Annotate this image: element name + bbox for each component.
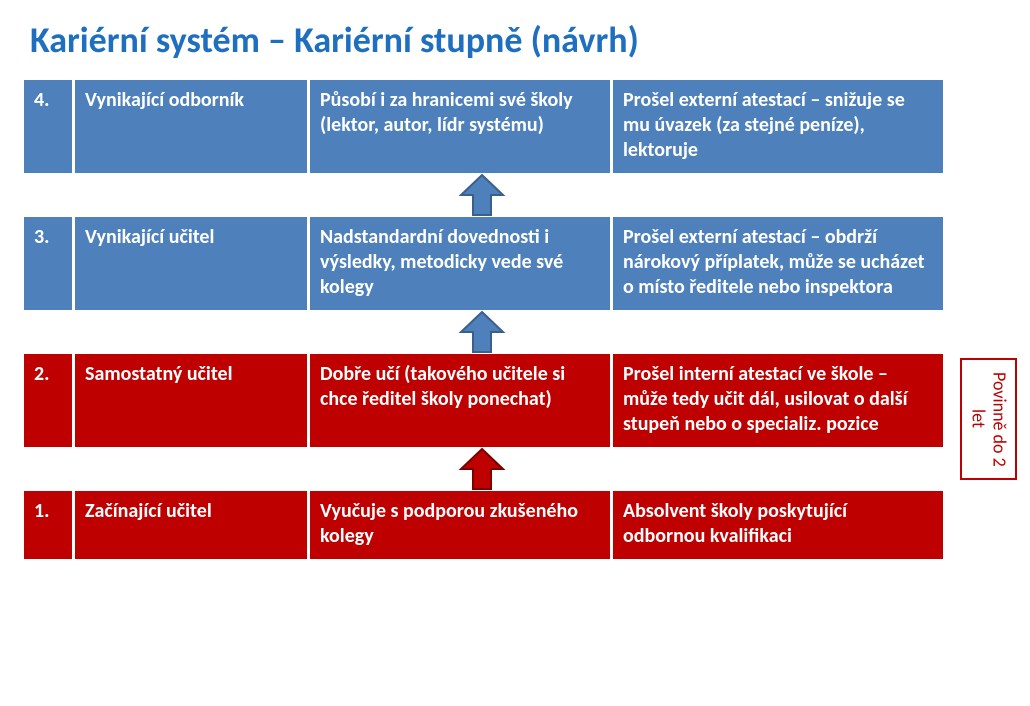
level-number: 1.	[24, 491, 72, 559]
mandatory-period-box: Povinně do 2 let	[960, 358, 1017, 480]
up-arrow-icon	[457, 310, 507, 354]
level-desc: Nadstandardní dovednosti i výsledky, met…	[310, 217, 610, 310]
up-arrow-icon	[457, 447, 507, 491]
level-req: Prošel externí atestací – obdrží nárokov…	[613, 217, 943, 310]
level-row-2: 2. Samostatný učitel Dobře učí (takového…	[24, 354, 940, 447]
level-desc: Vyučuje s podporou zkušeného kolegy	[310, 491, 610, 559]
level-row-3: 3. Vynikající učitel Nadstandardní doved…	[24, 217, 940, 310]
level-name: Vynikající odborník	[75, 80, 307, 173]
slide-title: Kariérní systém – Kariérní stupně (návrh…	[30, 18, 1006, 62]
level-row-1: 1. Začínající učitel Vyučuje s podporou …	[24, 491, 940, 559]
arrow-2-to-3	[24, 310, 940, 354]
level-name: Vynikající učitel	[75, 217, 307, 310]
level-req: Prošel externí atestací – snižuje se mu …	[613, 80, 943, 173]
level-number: 3.	[24, 217, 72, 310]
level-desc: Působí i za hranicemi své školy (lektor,…	[310, 80, 610, 173]
level-req: Prošel interní atestací ve škole – může …	[613, 354, 943, 447]
arrow-3-to-4	[24, 173, 940, 217]
level-number: 2.	[24, 354, 72, 447]
level-req: Absolvent školy poskytující odbornou kva…	[613, 491, 943, 559]
up-arrow-icon	[457, 173, 507, 217]
arrow-1-to-2	[24, 447, 940, 491]
diagram-stage: 4. Vynikající odborník Působí i za hrani…	[24, 80, 1006, 559]
level-name: Samostatný učitel	[75, 354, 307, 447]
level-row-4: 4. Vynikající odborník Působí i za hrani…	[24, 80, 940, 173]
level-desc: Dobře učí (takového učitele si chce ředi…	[310, 354, 610, 447]
level-number: 4.	[24, 80, 72, 173]
level-name: Začínající učitel	[75, 491, 307, 559]
